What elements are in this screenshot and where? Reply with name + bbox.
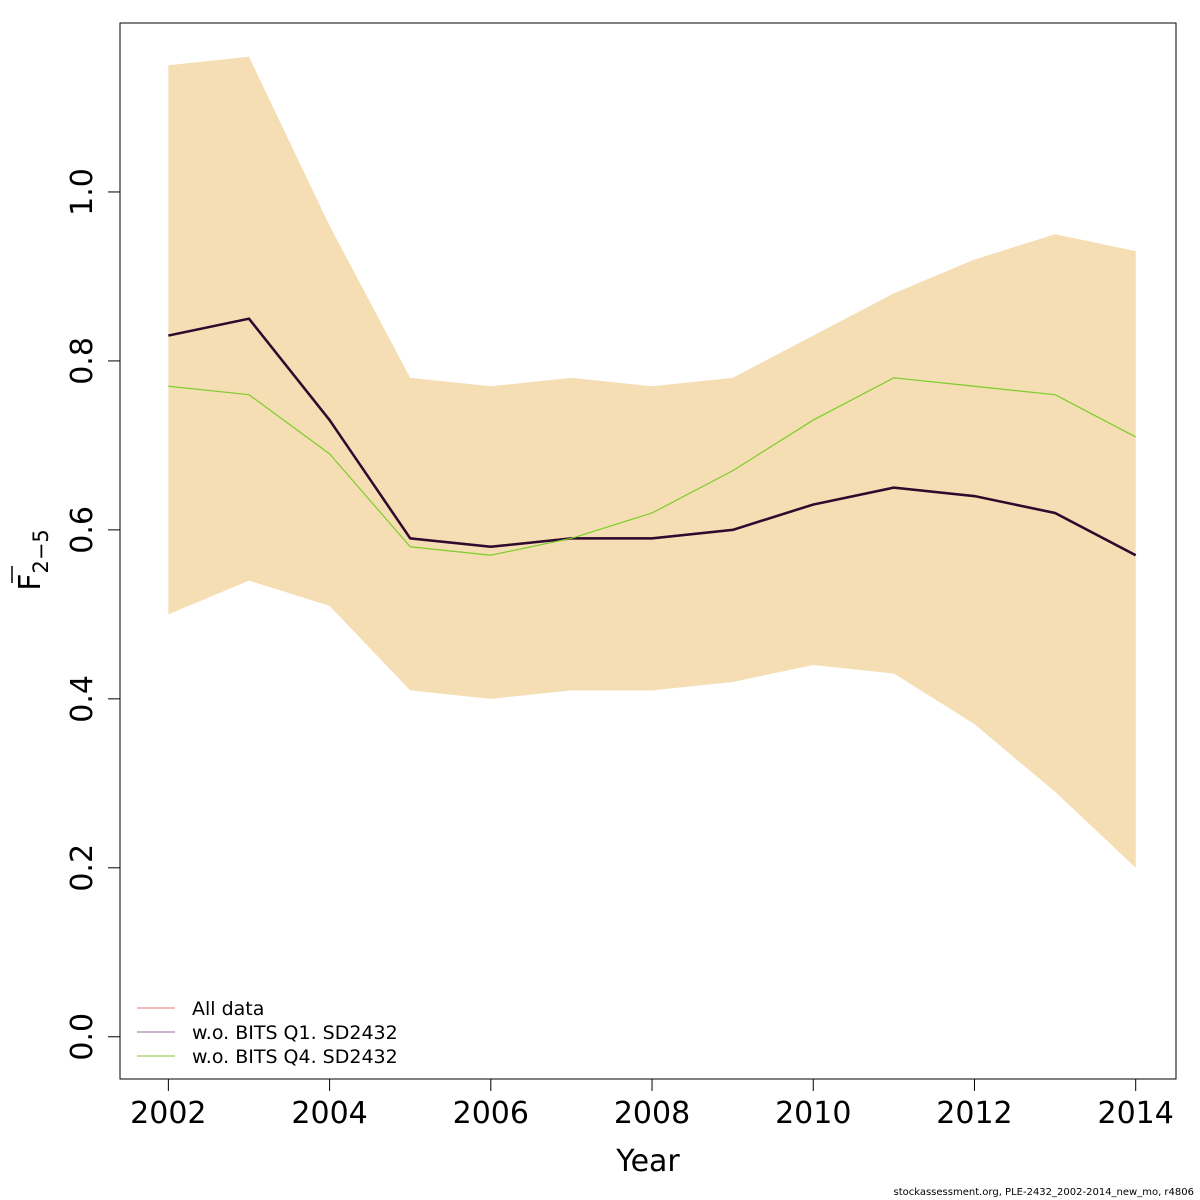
x-tick-label: 2004: [291, 1096, 367, 1131]
series-line-2: [168, 317, 1137, 557]
y-axis: 0.0 0.2 0.4 0.6 0.8 1.0: [65, 168, 121, 1061]
x-axis-label: Year: [615, 1144, 680, 1179]
x-tick-label: 2008: [614, 1096, 690, 1131]
y-tick-label: 0.0: [65, 1013, 100, 1061]
legend-label: w.o. BITS Q4. SD2432: [192, 1046, 398, 1068]
y-tick-label: 0.6: [65, 506, 100, 554]
legend-label: w.o. BITS Q1. SD2432: [192, 1022, 398, 1044]
x-axis: 2002 2004 2006 2008 2010 2012 2014: [130, 1078, 1174, 1131]
x-tick-label: 2014: [1098, 1096, 1174, 1131]
x-tick-label: 2002: [130, 1096, 206, 1131]
y-axis-label-main: F: [13, 574, 48, 591]
y-tick-label: 1.0: [65, 168, 100, 216]
y-tick-label: 0.4: [65, 675, 100, 723]
x-tick-label: 2006: [453, 1096, 529, 1131]
y-tick-label: 0.2: [65, 844, 100, 892]
footer-credit: stockassessment.org, PLE-2432_2002-2014_…: [893, 1187, 1194, 1198]
x-tick-label: 2010: [775, 1096, 851, 1131]
series-line-3: [168, 377, 1136, 556]
confidence-band-area: [168, 56, 1136, 868]
legend-label: All data: [192, 998, 264, 1020]
y-axis-label: F2−5: [13, 529, 53, 591]
y-axis-label-subscript: 2−5: [29, 529, 53, 573]
x-tick-label: 2012: [936, 1096, 1012, 1131]
series-lines: [168, 317, 1137, 557]
y-tick-label: 0.8: [65, 337, 100, 385]
confidence-band: [168, 56, 1136, 868]
